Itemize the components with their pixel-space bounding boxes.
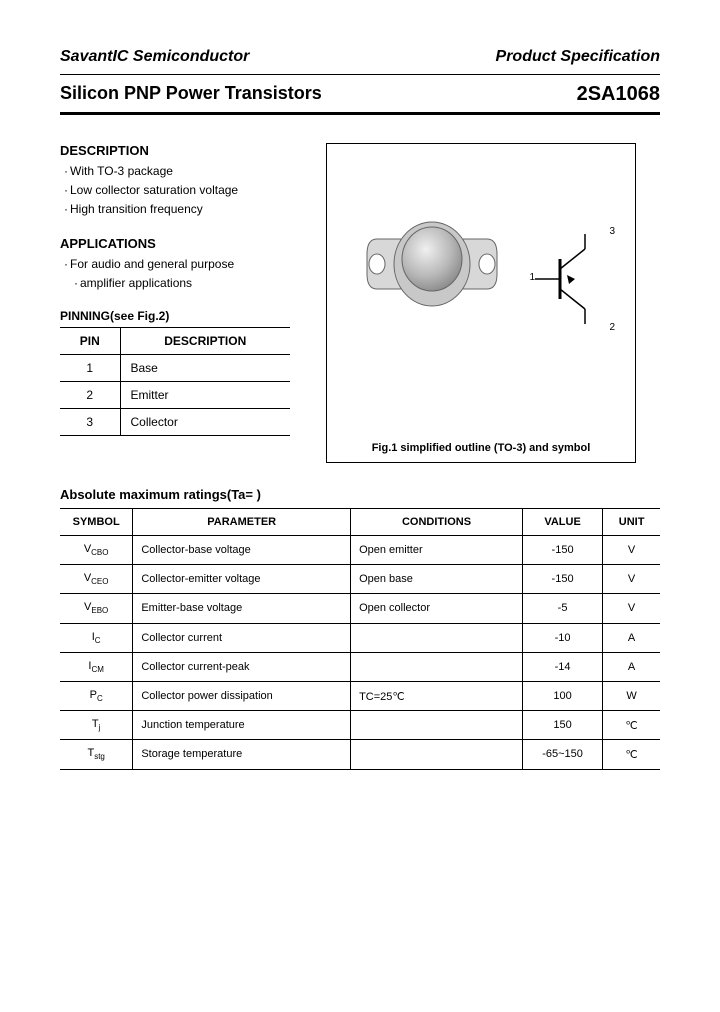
val-cell: -150 [522,565,602,594]
table-row: 1 Base [60,354,290,381]
val-cell: -150 [522,536,602,565]
unit-cell: ℃ [603,740,660,769]
pinning-table: PIN DESCRIPTION 1 Base 2 Emitter 3 Colle… [60,327,290,436]
pinning-heading: PINNING(see Fig.2) [60,309,310,323]
unit-cell: V [603,536,660,565]
app-item-cont: amplifier applications [64,274,310,293]
cond-cell: Open emitter [351,536,523,565]
param-cell: Collector current-peak [133,652,351,681]
table-row: ICMCollector current-peak -14A [60,652,660,681]
val-cell: -65~150 [522,740,602,769]
col-unit: UNIT [603,509,660,536]
table-row: PCCollector power dissipationTC=25℃100W [60,681,660,710]
unit-cell: ℃ [603,711,660,740]
col-desc: DESCRIPTION [120,327,290,354]
sym-cell: PC [60,681,133,710]
app-item: For audio and general purpose [64,255,310,274]
val-cell: -10 [522,623,602,652]
val-cell: -14 [522,652,602,681]
page-header: SavantIC Semiconductor Product Specifica… [60,48,660,66]
table-row: 3 Collector [60,408,290,435]
param-cell: Junction temperature [133,711,351,740]
cond-cell: Open base [351,565,523,594]
product-line: Silicon PNP Power Transistors [60,83,322,106]
transistor-symbol-icon [525,224,615,334]
sym-cell: IC [60,623,133,652]
param-cell: Collector-base voltage [133,536,351,565]
table-header-row: PIN DESCRIPTION [60,327,290,354]
left-column: DESCRIPTION With TO-3 package Low collec… [60,143,310,463]
table-row: TstgStorage temperature -65~150℃ [60,740,660,769]
param-cell: Collector power dissipation [133,681,351,710]
cond-cell [351,623,523,652]
table-row: VCEOCollector-emitter voltageOpen base-1… [60,565,660,594]
unit-cell: V [603,565,660,594]
cond-cell [351,711,523,740]
desc-cell: Base [120,354,290,381]
description-list: With TO-3 package Low collector saturati… [60,162,310,220]
desc-cell: Collector [120,408,290,435]
content-row: DESCRIPTION With TO-3 package Low collec… [60,143,660,463]
col-pin: PIN [60,327,120,354]
figure-caption: Fig.1 simplified outline (TO-3) and symb… [327,442,635,454]
cond-cell [351,652,523,681]
cond-cell [351,740,523,769]
ratings-table: SYMBOL PARAMETER CONDITIONS VALUE UNIT V… [60,508,660,770]
sym-cell: Tstg [60,740,133,769]
param-cell: Collector-emitter voltage [133,565,351,594]
table-row: ICCollector current -10A [60,623,660,652]
sym-cell: Tj [60,711,133,740]
unit-cell: V [603,594,660,623]
company-name: SavantIC Semiconductor [60,48,249,66]
col-conditions: CONDITIONS [351,509,523,536]
pin-label-1: 1 [529,272,535,283]
col-symbol: SYMBOL [60,509,133,536]
table-row: 2 Emitter [60,381,290,408]
val-cell: 150 [522,711,602,740]
pin-label-2: 2 [609,322,615,333]
unit-cell: A [603,652,660,681]
col-value: VALUE [522,509,602,536]
right-column: 1 3 2 Fig.1 simplified outline (TO-3) an… [326,143,660,463]
param-cell: Collector current [133,623,351,652]
table-row: VEBOEmitter-base voltageOpen collector-5… [60,594,660,623]
part-number: 2SA1068 [577,83,660,106]
unit-cell: W [603,681,660,710]
sym-cell: VEBO [60,594,133,623]
pin-cell: 3 [60,408,120,435]
table-row: VCBOCollector-base voltageOpen emitter-1… [60,536,660,565]
sym-cell: VCBO [60,536,133,565]
sym-cell: VCEO [60,565,133,594]
unit-cell: A [603,623,660,652]
doc-type: Product Specification [496,48,660,66]
ratings-heading: Absolute maximum ratings(Ta= ) [60,487,660,502]
pin-cell: 2 [60,381,120,408]
applications-heading: APPLICATIONS [60,236,310,251]
pin-label-3: 3 [609,226,615,237]
to3-package-icon [347,204,517,324]
desc-cell: Emitter [120,381,290,408]
col-parameter: PARAMETER [133,509,351,536]
table-header-row: SYMBOL PARAMETER CONDITIONS VALUE UNIT [60,509,660,536]
desc-item: High transition frequency [64,200,310,219]
val-cell: 100 [522,681,602,710]
title-bar: Silicon PNP Power Transistors 2SA1068 [60,74,660,115]
param-cell: Emitter-base voltage [133,594,351,623]
description-heading: DESCRIPTION [60,143,310,158]
cond-cell: TC=25℃ [351,681,523,710]
desc-item: Low collector saturation voltage [64,181,310,200]
param-cell: Storage temperature [133,740,351,769]
table-row: TjJunction temperature 150℃ [60,711,660,740]
figure-box: 1 3 2 Fig.1 simplified outline (TO-3) an… [326,143,636,463]
pin-cell: 1 [60,354,120,381]
sym-cell: ICM [60,652,133,681]
cond-cell: Open collector [351,594,523,623]
val-cell: -5 [522,594,602,623]
desc-item: With TO-3 package [64,162,310,181]
applications-list: For audio and general purpose amplifier … [60,255,310,293]
